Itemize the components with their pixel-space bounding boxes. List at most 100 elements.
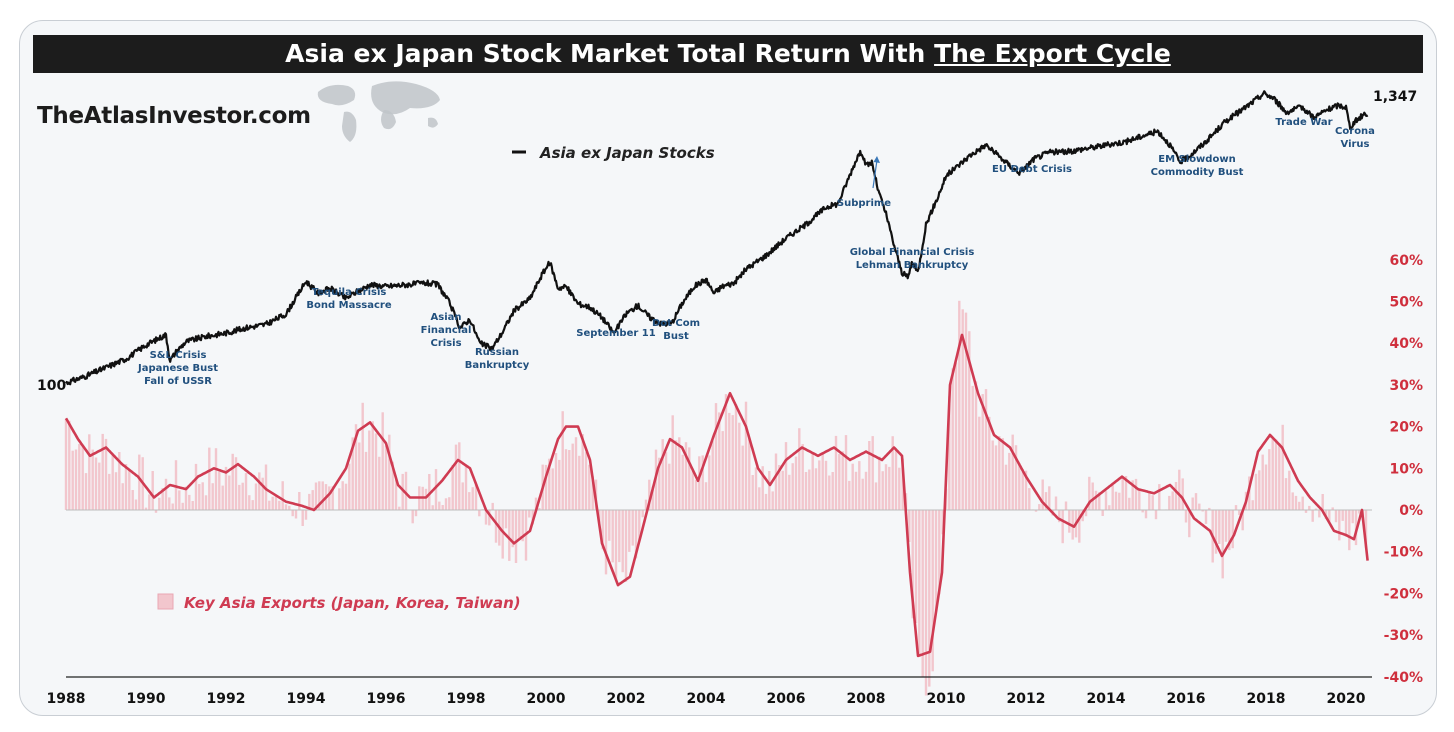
export-bar [351, 437, 354, 510]
export-bar [1348, 510, 1351, 551]
export-bar [218, 471, 221, 510]
export-bar [281, 481, 284, 510]
export-bar [198, 484, 201, 510]
export-bar [471, 487, 474, 510]
export-bar [721, 431, 724, 510]
export-bar [1341, 510, 1344, 521]
export-bar [811, 453, 814, 510]
export-bar [938, 510, 941, 595]
export-bar [648, 479, 651, 510]
export-bar [771, 491, 774, 510]
export-bar [1304, 510, 1308, 513]
export-bar [114, 472, 118, 510]
export-bar [614, 510, 618, 580]
event-annotation-line: S&L Crisis [150, 350, 207, 361]
axes: 1988 1990 1992 1994 1996 1998 2000 2002 2004 2006… [47, 253, 1423, 707]
export-bar [1081, 510, 1084, 522]
brand-logo-text[interactable]: TheAtlasInvestor.com [37, 103, 311, 129]
export-bar [181, 502, 184, 510]
x-tick-label: 1998 [447, 691, 486, 707]
export-bar [754, 467, 758, 510]
event-annotation-line: Fall of USSR [144, 376, 212, 387]
event-annotation: Corona Virus [1335, 126, 1375, 150]
export-bar [1264, 464, 1268, 510]
export-bar [711, 440, 714, 510]
chart-card: Asia ex Japan Stock Market Total Return … [19, 20, 1437, 716]
export-bar [254, 483, 258, 510]
export-bar [578, 455, 581, 510]
export-bar [1218, 510, 1221, 544]
export-bar [1001, 438, 1004, 510]
export-bar [998, 436, 1001, 510]
export-bar [308, 493, 311, 510]
export-bar [894, 450, 898, 510]
export-bar [444, 498, 448, 510]
export-bar [288, 505, 291, 510]
export-bar [844, 435, 848, 510]
export-bar [1228, 510, 1231, 551]
export-bar [804, 472, 808, 510]
export-bar [704, 482, 708, 510]
export-bar [138, 454, 141, 510]
chart-title-bar: Asia ex Japan Stock Market Total Return … [33, 35, 1423, 73]
export-bar [331, 486, 334, 510]
export-bar [618, 510, 621, 563]
export-bar [694, 479, 698, 510]
export-bar [941, 510, 944, 535]
export-bar [561, 411, 564, 510]
export-bar [81, 445, 84, 510]
export-bar [468, 492, 471, 510]
export-bar [1241, 510, 1244, 531]
export-bar [394, 479, 398, 510]
export-bar [911, 510, 914, 619]
export-bar [808, 469, 811, 510]
export-bar [794, 456, 798, 510]
export-bar [1138, 490, 1141, 510]
y-tick-label: -10% [1384, 545, 1423, 561]
export-bar [788, 474, 791, 510]
export-bar [931, 510, 934, 672]
export-bar [981, 394, 984, 510]
export-bar [1134, 478, 1138, 510]
export-bar [748, 437, 751, 510]
export-bar [914, 510, 918, 623]
export-bar [691, 469, 694, 510]
export-bar [338, 488, 341, 510]
export-bar [744, 401, 748, 510]
export-bar [1021, 469, 1024, 510]
export-bar [1308, 505, 1311, 510]
export-bar [1314, 508, 1318, 510]
export-bar [1098, 492, 1101, 510]
chart-title-link[interactable]: The Export Cycle [934, 39, 1171, 68]
export-bar [774, 453, 778, 510]
export-bar [724, 394, 728, 510]
export-bar [1311, 510, 1314, 522]
export-bar [1141, 510, 1144, 513]
export-bar [64, 418, 68, 510]
export-bar [848, 480, 851, 510]
export-bar [381, 412, 384, 510]
export-bar [164, 478, 168, 510]
export-bar [1234, 505, 1238, 510]
export-bar [1254, 473, 1258, 510]
event-annotation-line: Bust [663, 331, 689, 342]
export-bar [638, 510, 641, 542]
export-bar [461, 482, 464, 510]
export-bar [1101, 510, 1104, 516]
export-bar [258, 472, 261, 510]
export-bar [1168, 495, 1171, 510]
export-bar [414, 510, 418, 517]
world-map-icon [317, 81, 440, 142]
export-bar [1331, 507, 1334, 510]
export-bar [201, 482, 204, 510]
export-bar [401, 473, 404, 510]
export-bar [738, 422, 741, 510]
export-bar [488, 510, 491, 526]
export-bar [608, 510, 611, 541]
export-bar [1054, 496, 1058, 510]
export-bar [741, 445, 744, 510]
export-bar [1058, 510, 1061, 523]
export-bar [321, 481, 324, 510]
export-bar [1004, 464, 1008, 510]
export-bar [1104, 491, 1108, 510]
